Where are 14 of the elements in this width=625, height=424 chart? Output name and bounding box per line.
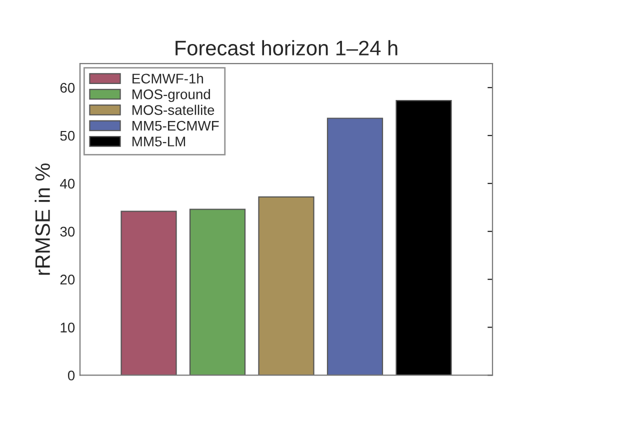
y-tick-label: 10 [60, 322, 75, 332]
y-tick-label: 60 [60, 82, 75, 93]
chart-title: Forecast horizon 1–24 h [176, 40, 398, 56]
legend-label: MOS-ground [132, 89, 210, 102]
y-axis-title: rRMSE in % [34, 163, 50, 275]
legend-label: MM5-LM [132, 136, 186, 146]
y-tick-label: 30 [60, 226, 75, 237]
y-tick-label: 40 [60, 178, 75, 189]
y-tick-label: 20 [60, 274, 75, 285]
y-tick-label: 0 [68, 370, 75, 380]
y-tick-label: 50 [60, 130, 75, 141]
legend-label: ECMWF-1h [132, 73, 204, 84]
legend-label: MM5-ECMWF [132, 120, 219, 131]
legend-label: MOS-satellite [132, 104, 214, 115]
